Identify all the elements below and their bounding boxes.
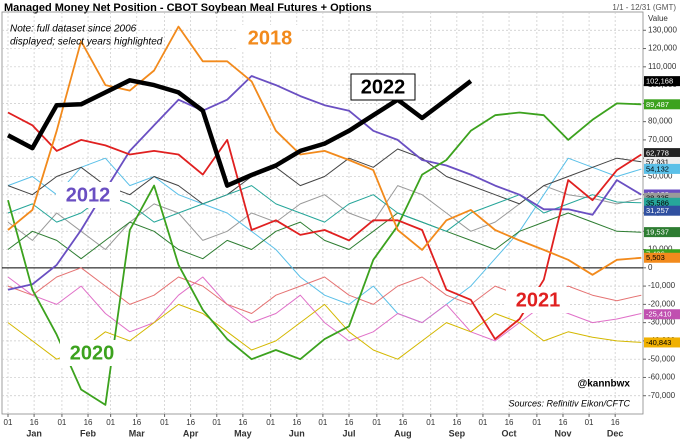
end-label-box (644, 309, 680, 320)
x-tick-label: 16 (345, 418, 354, 427)
x-tick-label: 16 (505, 418, 514, 427)
x-tick-label: 01 (372, 418, 381, 427)
year-label-box (238, 25, 302, 51)
month-label: Jan (26, 428, 42, 438)
year-label-box (60, 340, 124, 366)
y-tick-label: -60,000 (648, 373, 676, 382)
y-tick-label: 50,000 (648, 172, 673, 181)
month-label: Sep (449, 428, 466, 438)
end-label: 35,586 (646, 198, 669, 207)
x-tick-label: 01 (585, 418, 594, 427)
month-label: Jun (289, 428, 305, 438)
month-label: Dec (607, 428, 624, 438)
end-label-box (644, 227, 680, 238)
year-label: 2018 (248, 27, 293, 49)
plot-area (1, 11, 646, 417)
x-tick-label: 16 (611, 418, 620, 427)
y-tick-label: 130,000 (648, 25, 677, 34)
month-label: Jul (342, 428, 355, 438)
y-tick-label: -30,000 (648, 318, 676, 327)
month-label: Mar (129, 428, 146, 438)
y-tick-label: 70,000 (648, 135, 673, 144)
series-line (7, 303, 642, 360)
x-tick-label: 01 (266, 418, 275, 427)
x-tick-label: 01 (318, 418, 327, 427)
end-label: 62,778 (646, 149, 669, 158)
chart-title: Managed Money Net Position - CBOT Soybea… (4, 2, 372, 14)
note-line: displayed; select years highlighted (10, 37, 163, 48)
x-tick-label: 16 (186, 418, 195, 427)
date-range: 1/1 - 12/31 (GMT) (612, 3, 676, 12)
month-label: Oct (502, 428, 517, 438)
end-label: 5,503 (646, 253, 665, 262)
year-label-box (506, 287, 570, 313)
year-label: 2020 (70, 342, 115, 364)
x-tick-label: 01 (160, 418, 169, 427)
series-line (7, 212, 642, 260)
x-tick-label: 16 (452, 418, 461, 427)
end-label-box (644, 99, 680, 110)
x-tick-label: 16 (238, 418, 247, 427)
y-tick-label: 80,000 (648, 117, 673, 126)
y-tick-label: -70,000 (648, 391, 676, 400)
month-label: Aug (394, 428, 412, 438)
highlight-line (7, 75, 642, 291)
end-label: 57,931 (646, 157, 669, 166)
x-tick-label: 16 (559, 418, 568, 427)
x-tick-label: 16 (30, 418, 39, 427)
end-label: 89,487 (646, 100, 669, 109)
y-tick-label: 120,000 (648, 44, 677, 53)
end-label-box (644, 163, 680, 174)
x-tick-label: 01 (426, 418, 435, 427)
month-label: Nov (554, 428, 571, 438)
x-tick-label: 16 (398, 418, 407, 427)
month-label: Feb (80, 428, 97, 438)
year-label: 2022 (361, 76, 406, 98)
y-tick-label: 10,000 (648, 245, 673, 254)
year-label: 2012 (66, 184, 111, 206)
x-tick-label: 16 (292, 418, 301, 427)
end-label: 38,335 (646, 193, 669, 202)
highlight-line (6, 78, 473, 188)
end-label-box (644, 156, 680, 167)
year-label-box (56, 182, 120, 208)
source: Sources: Refinitiv Eikon/CFTC (508, 398, 630, 408)
end-label: 31,257 (646, 206, 669, 215)
month-label: Apr (183, 428, 199, 438)
end-label-box (644, 205, 680, 216)
x-tick-label: 01 (106, 418, 115, 427)
end-label: 102,168 (646, 77, 673, 86)
x-tick-label: 01 (478, 418, 487, 427)
y-tick-label: -20,000 (648, 299, 676, 308)
x-tick-label: 01 (4, 418, 13, 427)
month-label: May (234, 428, 252, 438)
y-axis-label: Value (648, 14, 668, 23)
end-label-box (644, 252, 680, 263)
end-label-box (644, 192, 680, 203)
end-label: 54,132 (646, 164, 669, 173)
note-line: Note: full dataset since 2006 (10, 24, 137, 35)
x-tick-label: 16 (132, 418, 141, 427)
end-label-box (644, 148, 680, 159)
year-label: 2021 (516, 289, 561, 311)
x-tick-label: 16 (84, 418, 93, 427)
year-label-box (350, 73, 416, 101)
x-tick-label: 01 (57, 418, 66, 427)
y-tick-label: 110,000 (648, 62, 677, 71)
end-label-box (644, 76, 680, 87)
end-label: -25,410 (646, 310, 671, 319)
y-tick-label: -50,000 (648, 354, 676, 363)
x-tick-label: 01 (212, 418, 221, 427)
end-label-box (644, 197, 680, 208)
credit: @kannbwx (577, 379, 630, 390)
x-tick-label: 01 (532, 418, 541, 427)
end-label: 19,537 (646, 228, 669, 237)
end-label: -40,843 (646, 338, 671, 347)
y-tick-label: -10,000 (648, 281, 676, 290)
end-label-box (644, 337, 680, 348)
y-tick-label: 0 (648, 263, 653, 272)
